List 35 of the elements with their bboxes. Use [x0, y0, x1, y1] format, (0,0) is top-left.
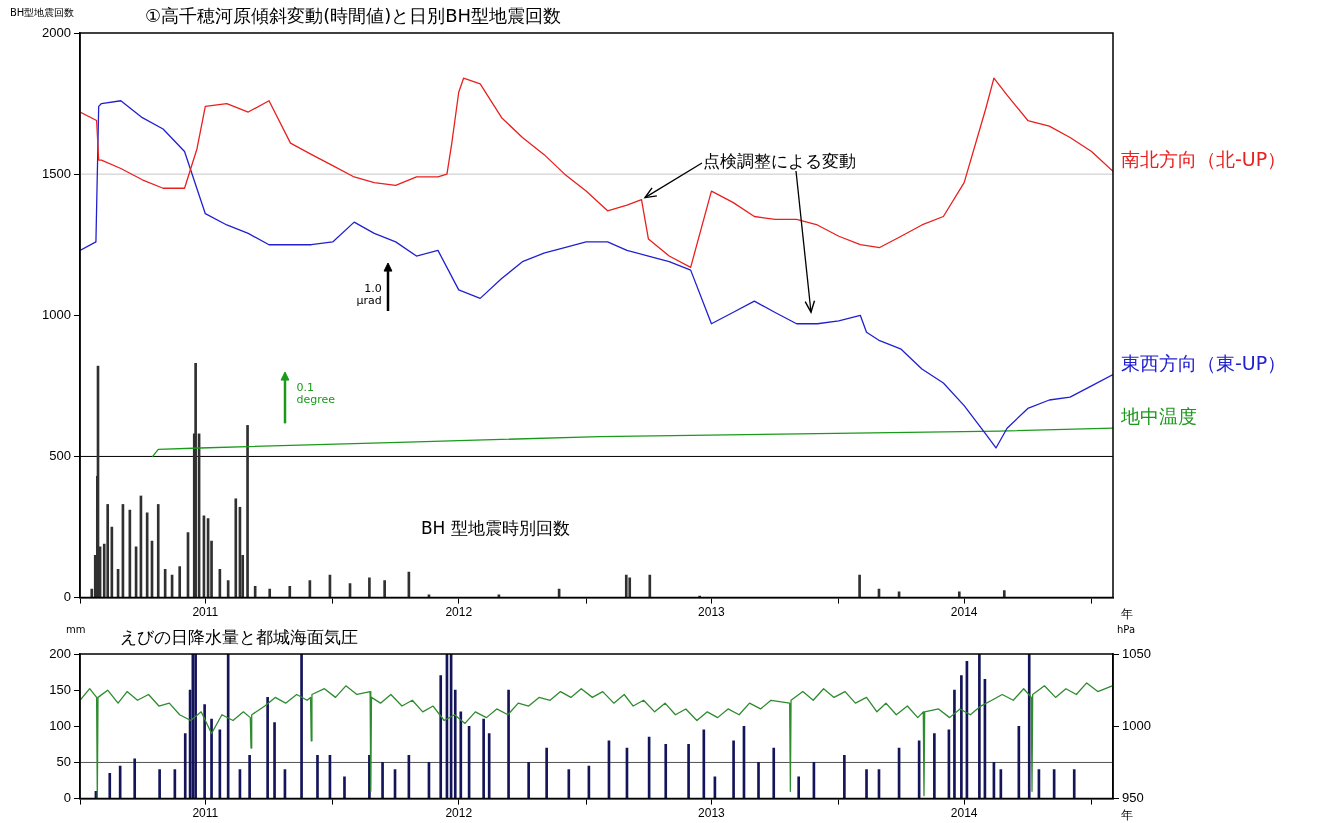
y2-axis-title: hPa — [1117, 624, 1136, 635]
x-tick-label: 2011 — [192, 806, 219, 821]
y2-tick-label: 1000 — [1122, 717, 1151, 733]
series-label: 東西方向（東-UP） — [1121, 351, 1287, 374]
y-tick-label: 500 — [49, 448, 71, 464]
y-tick-label: 0 — [63, 589, 71, 605]
y2-tick-label: 950 — [1122, 790, 1144, 806]
x-axis-title: 年 — [1121, 606, 1133, 621]
series-label: 南北方向（北-UP） — [1121, 148, 1287, 171]
y-axis-title: BH型地震回数 — [10, 7, 75, 18]
y-tick-label: 50 — [56, 754, 71, 770]
annotation: 点検調整による変動 — [703, 150, 857, 171]
x-tick-label: 2011 — [192, 605, 219, 620]
x-axis-title: 年 — [1121, 807, 1133, 822]
chart-title: ①高千穂河原傾斜変動(時間値)と日別BH型地震回数 — [145, 5, 562, 26]
x-tick-label: 2014 — [950, 806, 978, 821]
text: BH 型地震時別回数 — [420, 517, 570, 538]
y-tick-label: 2000 — [42, 24, 71, 40]
x-tick-label: 2013 — [698, 605, 726, 620]
x-tick-label: 2013 — [698, 806, 726, 821]
x-tick-label: 2012 — [445, 605, 473, 620]
chart-title: えびの日降水量と都城海面気圧 — [120, 627, 358, 647]
annotation: 1.0 μrad — [355, 282, 382, 308]
x-tick-label: 2012 — [445, 806, 473, 821]
y-tick-label: 100 — [49, 717, 71, 733]
y-tick-label: 200 — [49, 645, 71, 661]
x-tick-label: 2014 — [950, 605, 978, 620]
y-tick-label: 1500 — [42, 165, 71, 181]
y-axis-title: mm — [66, 624, 86, 635]
annotation: 0.1 degree — [296, 381, 337, 407]
y2-tick-label: 1050 — [1122, 645, 1151, 661]
y-tick-label: 150 — [49, 681, 71, 697]
y-tick-label: 0 — [63, 790, 71, 806]
y-tick-label: 1000 — [42, 306, 71, 322]
series-label: 地中温度 — [1121, 405, 1197, 428]
